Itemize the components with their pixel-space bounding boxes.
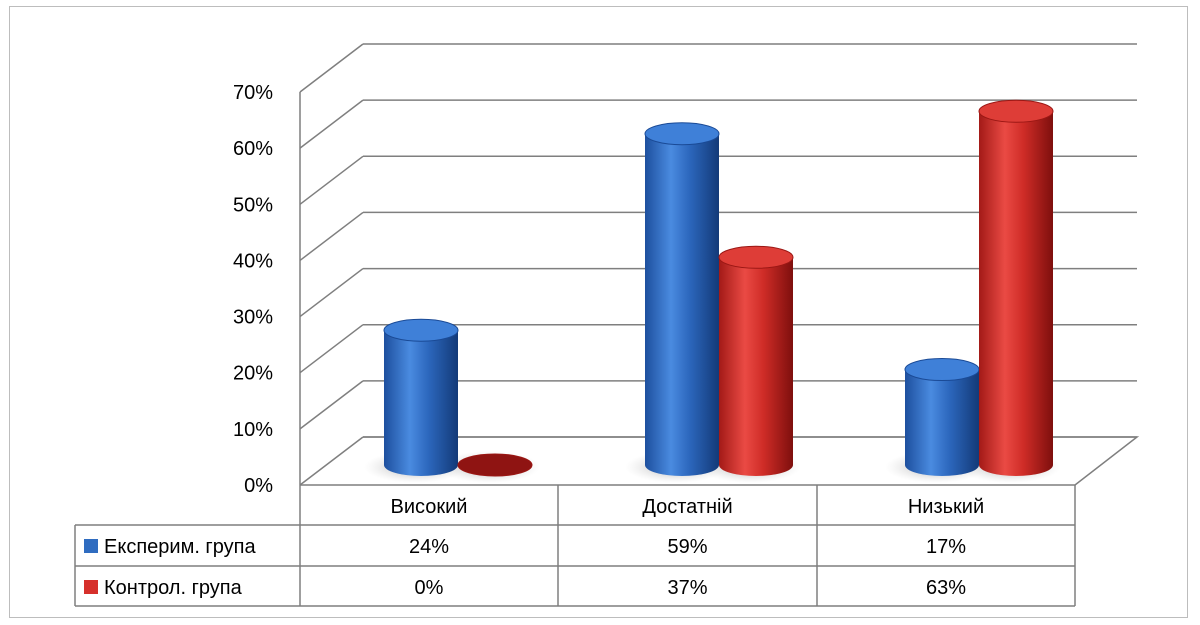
grid-diagonal — [299, 211, 364, 262]
y-tick-label: 50% — [233, 194, 273, 216]
grid-diagonal — [299, 324, 364, 374]
bar-layer — [383, 99, 1054, 477]
data-label: 0% — [415, 577, 444, 599]
bar-body — [979, 111, 1053, 477]
grid-diagonal — [299, 380, 364, 430]
bar-blue-2 — [904, 358, 980, 476]
legend-series-name: Експерим. група — [104, 536, 256, 558]
bar-body — [719, 257, 793, 476]
bar-top — [383, 318, 459, 342]
bar-red-0 — [457, 453, 533, 477]
y-tick-label: 10% — [233, 419, 273, 441]
y-tick-label: 60% — [233, 138, 273, 160]
bar-body — [905, 369, 979, 476]
data-label: 17% — [926, 536, 966, 558]
bar-body — [384, 330, 458, 476]
grid-diagonal — [299, 43, 364, 93]
bar-top — [457, 453, 533, 477]
legend-series-name: Контрол. група — [104, 577, 243, 599]
grid-diagonal — [299, 155, 364, 205]
legend-swatch — [84, 580, 98, 594]
y-tick-label: 30% — [233, 307, 273, 329]
category-label: Низький — [908, 496, 984, 518]
bar-blue-0 — [383, 318, 459, 476]
bar-body — [645, 133, 719, 476]
data-label: 59% — [667, 536, 707, 558]
y-axis-ticks: 0% 10% 20% 30% 40% 50% 60% 70% — [233, 82, 273, 497]
category-label: Достатній — [642, 496, 732, 518]
category-label: Високий — [391, 496, 468, 518]
bar-red-1 — [718, 245, 794, 476]
grid-diagonal — [299, 436, 364, 486]
legend-swatch — [84, 539, 98, 553]
bar-red-2 — [978, 99, 1054, 477]
data-label: 63% — [926, 577, 966, 599]
data-label: 24% — [409, 536, 449, 558]
bar-top — [718, 245, 794, 269]
y-tick-label: 20% — [233, 363, 273, 385]
y-tick-label: 70% — [233, 82, 273, 104]
bar-top — [644, 122, 720, 146]
grid-diagonal — [299, 99, 364, 149]
data-label: 37% — [667, 577, 707, 599]
grid-diagonal — [299, 267, 364, 318]
bar-top — [904, 358, 980, 382]
bar-blue-1 — [644, 122, 720, 476]
bar-top — [978, 99, 1054, 123]
data-table: Високий Достатній Низький Експерим. група 24… — [74, 485, 1076, 607]
y-tick-label: 40% — [233, 250, 273, 272]
y-tick-label: 0% — [244, 475, 273, 497]
